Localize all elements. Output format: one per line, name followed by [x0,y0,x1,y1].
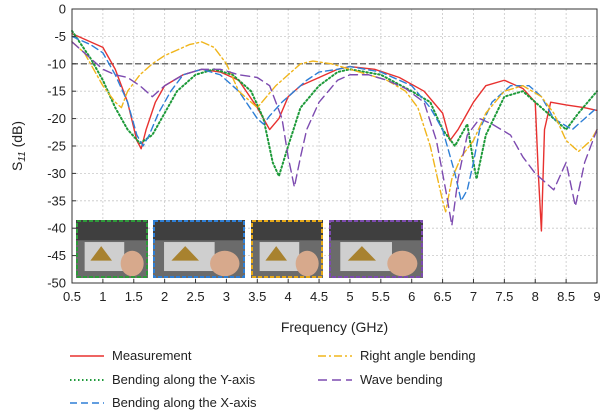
y-tick-label: -45 [47,248,66,263]
photo-x-axis-bending [153,220,245,278]
x-tick-label: 2 [161,289,168,304]
x-tick-label: 8.5 [557,289,575,304]
legend-entry-3: Right angle bending [318,348,476,363]
y-axis-title-sub: 11 [17,151,28,161]
x-tick-label: 9 [593,289,600,304]
x-tick-label: 8 [532,289,539,304]
legend: Measurement Bending along the Y-axis Bendi… [70,348,476,410]
legend-label: Right angle bending [360,348,476,363]
series-layer [71,29,598,232]
x-tick-label: 3.5 [248,289,266,304]
y-tick-label: -10 [47,56,66,71]
legend-entry-1: Bending along the Y-axis [70,372,256,387]
y-tick-label: -50 [47,276,66,291]
x-tick-label: 5.5 [372,289,390,304]
y-tick-label: 0 [59,2,66,17]
y-tick-label: -40 [47,221,66,236]
series-line-3 [71,41,598,213]
y-tick-label: -15 [47,84,66,99]
y-tick-label: -30 [47,166,66,181]
y-axis-title-unit: (dB) [9,121,25,151]
x-axis-title: Frequency (GHz) [281,319,388,335]
x-tick-label: 1.5 [125,289,143,304]
legend-entry-4: Wave bending [318,372,443,387]
x-tick-label: 0.5 [63,289,81,304]
y-tick-label: -20 [47,111,66,126]
y-axis-title-main: S [9,162,25,171]
x-tick-label: 7 [470,289,477,304]
x-tick-label: 5 [346,289,353,304]
y-tick-label: -35 [47,193,66,208]
y-axis-title: S11 (dB) [9,121,28,171]
x-tick-label: 3 [223,289,230,304]
series-line-2 [71,35,598,202]
series-line-4 [71,41,598,227]
inset-photos [76,220,423,278]
legend-label: Bending along the X-axis [112,395,257,410]
legend-label: Measurement [112,348,192,363]
x-tick-label: 7.5 [495,289,513,304]
x-tick-label: 1 [99,289,106,304]
legend-label: Wave bending [360,372,443,387]
x-tick-label: 6.5 [434,289,452,304]
legend-label: Bending along the Y-axis [112,372,256,387]
y-tick-label: -5 [54,29,66,44]
series-line-1 [71,29,598,180]
x-tick-label: 2.5 [186,289,204,304]
photo-right-angle-bending [251,220,323,278]
x-axis-ticks: 0.5 1 1.5 2 2.5 3 3.5 4 4.5 5 5.5 6 6.5 7 7.5 8 8.5 9 [63,279,600,304]
y-tick-label: -25 [47,139,66,154]
x-tick-label: 4.5 [310,289,328,304]
x-tick-label: 4 [285,289,292,304]
legend-entry-2: Bending along the X-axis [70,395,257,410]
legend-entry-0: Measurement [70,348,192,363]
x-tick-label: 6 [408,289,415,304]
photo-y-axis-bending [76,220,148,278]
y-axis-ticks: 0 -5 -10 -15 -20 -25 -30 -35 -40 -45 -50 [47,2,76,291]
photo-wave-bending [329,220,423,278]
